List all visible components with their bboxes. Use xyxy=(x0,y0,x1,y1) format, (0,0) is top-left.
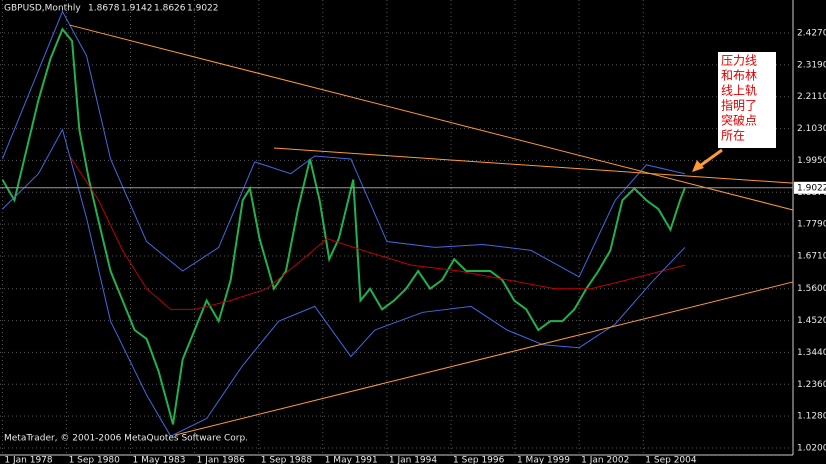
annotation-line: 线上轨 xyxy=(721,84,757,98)
x-tick-label: 1 Sep 1988 xyxy=(261,456,313,464)
last-price-box xyxy=(794,181,826,194)
series-line xyxy=(69,24,794,211)
series-line xyxy=(1,27,686,425)
annotation-box xyxy=(718,52,776,148)
x-tick-label: 1 Jan 1978 xyxy=(4,456,52,464)
x-tick-label: 1 Jan 1986 xyxy=(197,456,245,464)
ohlc-high: 1.9142 xyxy=(121,4,153,14)
y-tick-label: 1.4520 xyxy=(797,316,826,326)
x-tick-label: 1 Sep 2004 xyxy=(645,456,697,464)
series-line xyxy=(175,281,794,436)
ohlc-close: 1.9022 xyxy=(187,4,219,14)
ohlc-open: 1.8678 xyxy=(88,4,120,14)
ohlc-low: 1.8626 xyxy=(154,4,186,14)
series-line xyxy=(273,147,794,184)
plot xyxy=(0,0,794,455)
chart-title: GBPUSD,Monthly xyxy=(4,4,81,14)
y-tick-label: 1.9950 xyxy=(797,156,826,166)
y-tick-label: 1.2360 xyxy=(797,380,826,390)
copyright: MetaTrader, © 2001-2006 MetaQuotes Softw… xyxy=(4,434,248,444)
annotation-line: 所在 xyxy=(721,129,745,143)
x-tick-label: 1 Sep 1996 xyxy=(453,456,505,464)
annotation-line: 突破点 xyxy=(721,113,757,128)
y-tick-label: 1.0200 xyxy=(797,443,826,453)
x-tick-label: 1 May 1991 xyxy=(325,456,378,464)
y-tick-label: 2.1030 xyxy=(797,124,826,134)
y-tick-label: 2.3190 xyxy=(797,60,826,70)
y-tick-label: 2.4270 xyxy=(797,29,826,39)
annotation-line: 压力线 xyxy=(721,54,757,68)
x-tick-label: 1 May 1983 xyxy=(132,456,185,464)
series-line xyxy=(2,128,686,437)
series-line xyxy=(1,10,685,278)
annotation-line: 指明了 xyxy=(721,98,757,113)
y-tick-label: 1.6710 xyxy=(797,251,826,261)
y-tick-label: 1.1280 xyxy=(797,412,826,422)
x-tick-label: 1 Jan 2002 xyxy=(581,456,629,464)
series-line xyxy=(69,155,685,310)
y-tick-label: 1.5600 xyxy=(797,284,826,294)
x-tick-label: 1 Jan 1994 xyxy=(389,456,437,464)
x-tick-label: 1 May 1999 xyxy=(517,456,570,464)
y-tick-label: 1.7790 xyxy=(797,220,826,230)
annotation-arrowhead xyxy=(692,160,704,172)
y-tick-label: 1.3440 xyxy=(797,348,826,358)
y-tick-label: 2.2110 xyxy=(797,92,826,102)
last-price-label: 1.9022 xyxy=(797,183,826,193)
x-tick-label: 1 Sep 1980 xyxy=(69,456,121,464)
annotation-line: 和布林 xyxy=(721,69,757,83)
